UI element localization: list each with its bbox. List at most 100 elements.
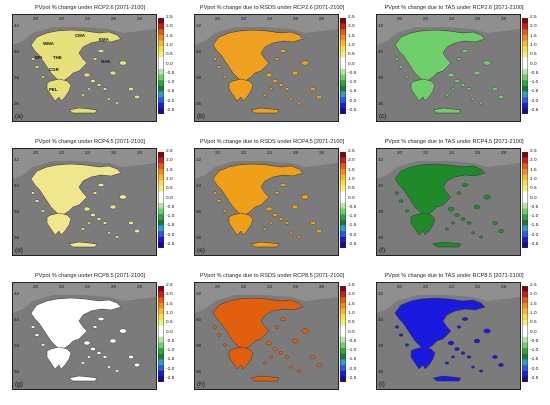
colorbar-outline bbox=[158, 152, 164, 248]
colorbar-tick: 1.0 bbox=[530, 42, 537, 48]
colorbar-swatch bbox=[158, 197, 164, 204]
island bbox=[447, 72, 455, 78]
colorbar-swatch bbox=[340, 286, 346, 292]
colorbar-swatch bbox=[158, 202, 164, 209]
colorbar-tick: 2.5 bbox=[166, 283, 173, 288]
colorbar-tick: 2.0 bbox=[166, 158, 173, 164]
colorbar-tick: -2.5 bbox=[166, 242, 175, 247]
colorbar-swatch bbox=[522, 376, 528, 382]
island bbox=[395, 57, 400, 61]
y-tick-label: 42 bbox=[14, 23, 20, 28]
colorbar-tick: -1.5 bbox=[166, 89, 175, 95]
colorbar-swatch bbox=[340, 80, 346, 86]
colorbar-tick: 2.5 bbox=[348, 15, 355, 20]
colorbar-tick: 0.5 bbox=[166, 52, 173, 58]
colorbar-swatch bbox=[522, 57, 528, 64]
map-frame: 20 22 24 26 28 42 40 38 36 (f) bbox=[376, 148, 521, 256]
colorbar-tick: -1.0 bbox=[348, 214, 357, 220]
map-frame: 20 22 24 26 28 42 40 38 36 (c) bbox=[376, 14, 521, 122]
colorbar-swatch bbox=[158, 291, 164, 298]
map-frame: 20 22 24 26 28 42 40 38 36 (g) bbox=[12, 282, 157, 390]
island bbox=[216, 333, 222, 337]
map-panel: PVpot % change due to RSDS under RCP4.5 … bbox=[188, 138, 358, 258]
colorbar-swatch bbox=[158, 46, 164, 53]
colorbar-swatch bbox=[158, 365, 164, 371]
x-tick-label: 20 bbox=[215, 284, 221, 289]
colorbar-swatch bbox=[340, 18, 346, 24]
colorbar-swatch bbox=[158, 325, 164, 332]
island bbox=[291, 338, 299, 344]
y-tick-label: 42 bbox=[378, 23, 384, 28]
colorbar-swatch bbox=[158, 180, 164, 187]
colorbar-tick: -1.5 bbox=[348, 357, 357, 363]
colorbar-outline bbox=[340, 152, 346, 248]
colorbar-swatch bbox=[340, 74, 346, 81]
colorbar-tick: -2.0 bbox=[530, 366, 539, 372]
island bbox=[296, 235, 301, 239]
y-tick-label: 40 bbox=[196, 183, 202, 188]
island bbox=[114, 369, 119, 373]
y-tick-label: 36 bbox=[196, 369, 202, 374]
colorbar-tick: -2.5 bbox=[348, 108, 357, 113]
colorbar bbox=[158, 152, 164, 248]
x-tick-label: 22 bbox=[241, 16, 247, 21]
y-tick-label: 36 bbox=[378, 235, 384, 240]
colorbar-swatch bbox=[522, 68, 528, 75]
x-tick-label: 20 bbox=[33, 284, 39, 289]
island bbox=[102, 355, 108, 359]
colorbar-swatch bbox=[340, 297, 346, 304]
colorbar-swatch bbox=[340, 353, 346, 360]
colorbar-swatch bbox=[522, 370, 528, 377]
island bbox=[405, 75, 410, 79]
island bbox=[80, 93, 85, 97]
y-tick-label: 40 bbox=[196, 49, 202, 54]
island bbox=[451, 355, 455, 359]
colorbar-swatch bbox=[340, 302, 346, 309]
colorbar-tick: -2.5 bbox=[348, 242, 357, 247]
island bbox=[83, 72, 91, 78]
island bbox=[451, 87, 455, 91]
colorbar-tick: 1.0 bbox=[348, 310, 355, 316]
island bbox=[109, 70, 117, 76]
x-tick-label: 28 bbox=[501, 16, 507, 21]
mainland-region bbox=[30, 163, 122, 216]
island bbox=[262, 361, 267, 365]
colorbar-swatch bbox=[158, 57, 164, 64]
colorbar-swatch bbox=[158, 108, 164, 114]
island bbox=[109, 338, 117, 344]
island bbox=[90, 347, 96, 351]
island bbox=[80, 361, 85, 365]
y-tick-label: 42 bbox=[196, 291, 202, 296]
island bbox=[398, 65, 404, 69]
y-tick-label: 36 bbox=[378, 101, 384, 106]
colorbar-swatch bbox=[340, 51, 346, 58]
island bbox=[272, 79, 278, 83]
colorbar-tick: 0.0 bbox=[530, 61, 537, 67]
island bbox=[471, 231, 475, 235]
colorbar-swatch bbox=[522, 40, 528, 47]
y-tick-label: 36 bbox=[196, 235, 202, 240]
island bbox=[471, 97, 475, 101]
colorbar-tick: 0.5 bbox=[348, 52, 355, 58]
colorbar-swatch bbox=[522, 85, 528, 92]
colorbar-swatch bbox=[522, 191, 528, 198]
y-tick-label: 38 bbox=[14, 209, 20, 214]
colorbar-tick: -0.5 bbox=[348, 204, 357, 210]
crete-region bbox=[250, 107, 280, 114]
colorbar-swatch bbox=[522, 185, 528, 192]
colorbar-tick: 0.0 bbox=[166, 195, 173, 201]
island bbox=[473, 204, 481, 210]
colorbar-tick: 2.5 bbox=[166, 149, 173, 154]
colorbar-swatch bbox=[522, 74, 528, 81]
island bbox=[92, 191, 98, 195]
colorbar-swatch bbox=[158, 85, 164, 92]
island bbox=[483, 194, 491, 200]
colorbar-swatch bbox=[340, 319, 346, 326]
colorbar-outline bbox=[158, 286, 164, 382]
mainland-region bbox=[212, 297, 304, 350]
colorbar-swatch bbox=[158, 359, 164, 366]
island bbox=[279, 317, 287, 321]
panel-label: (i) bbox=[379, 381, 385, 388]
map-frame: 20 22 24 26 28 42 40 38 36 (b) bbox=[194, 14, 339, 122]
colorbar-swatch bbox=[158, 302, 164, 309]
